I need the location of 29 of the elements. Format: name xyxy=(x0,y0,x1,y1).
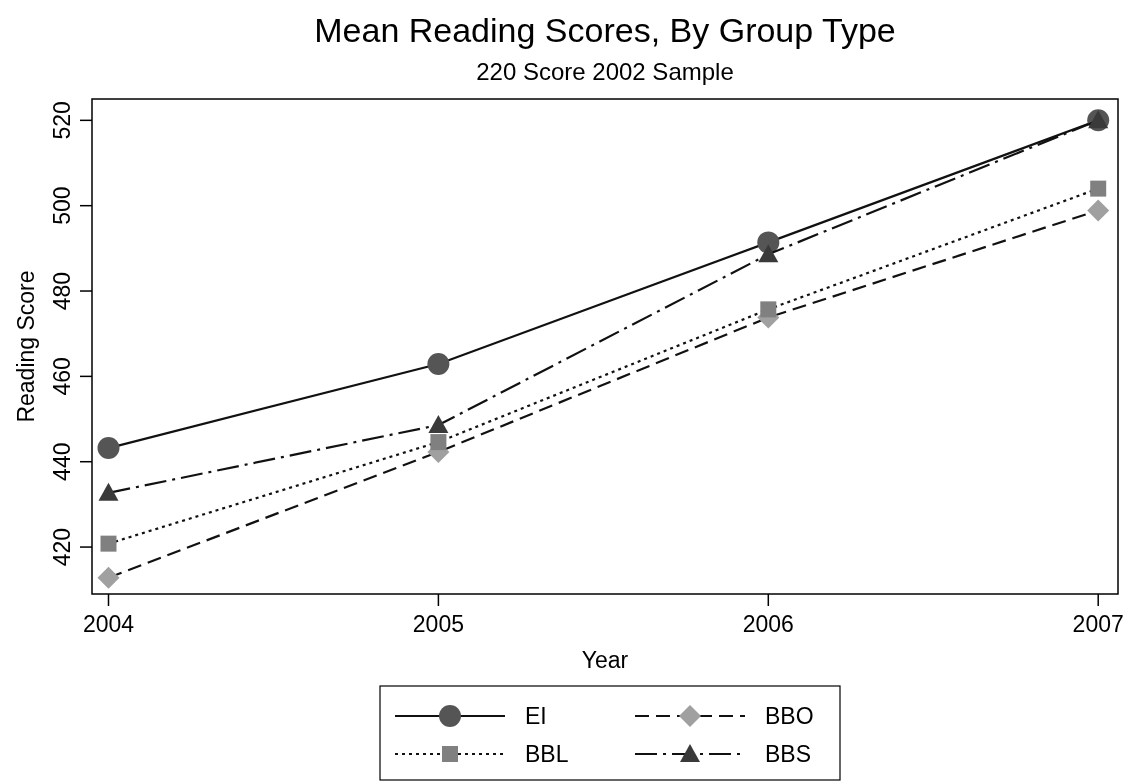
legend-label: BBO xyxy=(765,703,814,729)
point xyxy=(100,535,117,552)
y-tick-label: 480 xyxy=(49,271,75,311)
point xyxy=(758,244,779,263)
point xyxy=(427,353,450,375)
y-tick-label: 520 xyxy=(49,101,75,140)
point xyxy=(97,566,120,589)
y-tick-label: 460 xyxy=(49,357,75,396)
y-tick-label: 440 xyxy=(49,442,75,481)
legend-label: BBS xyxy=(765,741,812,767)
chart-title: Mean Reading Scores, By Group Type xyxy=(314,11,896,49)
y-axis-title: Reading Score xyxy=(13,270,39,423)
y-tick-label: 420 xyxy=(49,527,75,567)
point xyxy=(1087,199,1110,222)
point xyxy=(430,434,447,451)
legend-label: EI xyxy=(525,703,547,729)
chart-subtitle: 220 Score 2002 Sample xyxy=(476,58,734,85)
point xyxy=(428,415,449,434)
point xyxy=(97,437,120,460)
point xyxy=(760,301,777,318)
point xyxy=(1090,180,1107,197)
legend-label: BBL xyxy=(525,741,569,767)
x-tick-label: 2005 xyxy=(412,611,464,637)
x-axis-title: Year xyxy=(581,647,629,673)
x-tick-label: 2006 xyxy=(742,611,794,637)
y-tick-label: 500 xyxy=(49,186,75,225)
x-tick-label: 2004 xyxy=(82,611,135,637)
x-tick-label: 2007 xyxy=(1072,611,1124,637)
point xyxy=(98,482,119,501)
